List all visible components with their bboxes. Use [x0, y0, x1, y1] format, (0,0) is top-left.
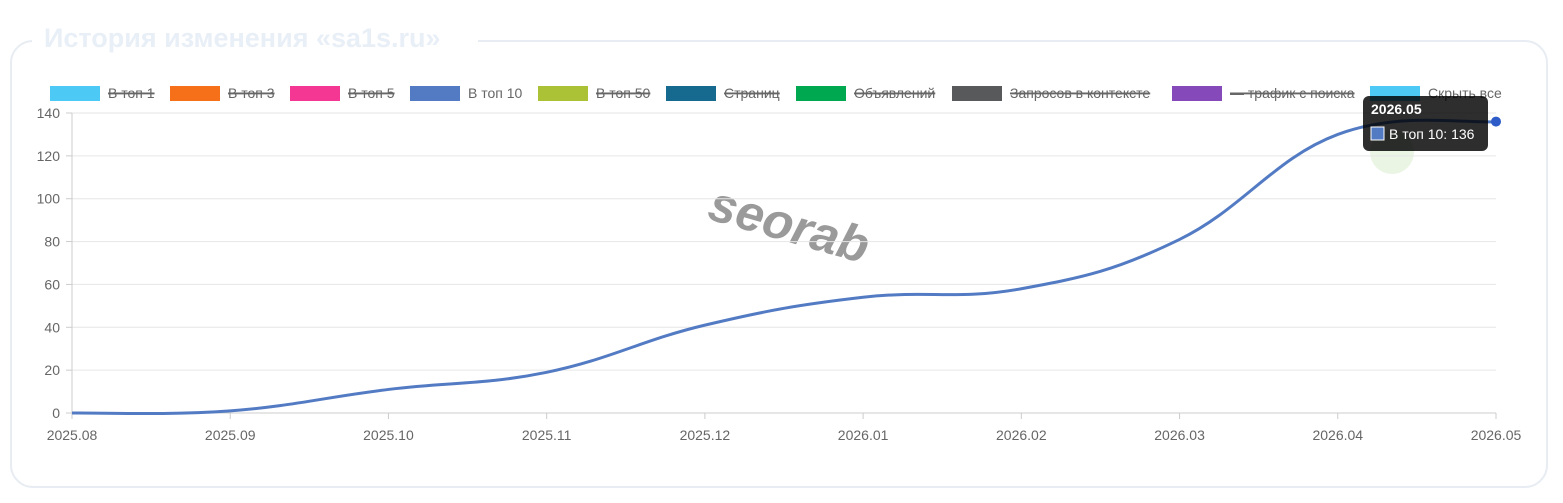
y-tick-label: 40 [44, 319, 60, 335]
x-tick-label: 2026.04 [1312, 427, 1363, 443]
legend-swatch [410, 86, 460, 101]
x-tick-label: 2025.12 [680, 427, 731, 443]
tooltip-title: 2026.05 [1371, 101, 1422, 117]
y-tick-label: 0 [52, 405, 60, 421]
y-tick-label: 120 [37, 148, 61, 164]
legend-item[interactable]: В топ 3 [170, 85, 275, 101]
legend-swatch [170, 86, 220, 101]
y-tick-label: 140 [37, 105, 61, 121]
legend-item[interactable]: В топ 10 [410, 85, 523, 101]
tooltip-label: В топ 10: 136 [1389, 126, 1475, 142]
x-tick-label: 2025.10 [363, 427, 414, 443]
x-tick-label: 2025.09 [205, 427, 256, 443]
x-tick-label: 2026.02 [996, 427, 1047, 443]
legend-item[interactable]: Страниц [666, 85, 780, 101]
card-title: История изменения «sa1s.ru» [44, 23, 441, 53]
legend-swatch [666, 86, 716, 101]
x-tick-label: 2026.03 [1154, 427, 1205, 443]
legend-item[interactable]: — трафик с поиска [1172, 85, 1355, 101]
tooltip-swatch [1370, 126, 1385, 141]
legend-swatch [1172, 86, 1222, 101]
x-tick-label: 2025.08 [47, 427, 98, 443]
title-backdrop [32, 20, 478, 60]
x-tick-label: 2025.11 [522, 427, 572, 443]
y-tick-label: 80 [44, 234, 60, 250]
card [10, 40, 1548, 488]
tooltip-box [1363, 96, 1488, 151]
legend-item[interactable]: В топ 1 [50, 85, 155, 101]
legend-swatch [952, 86, 1002, 101]
series-line [71, 118, 1497, 416]
y-tick-label: 60 [44, 276, 60, 292]
legend-swatch [50, 86, 100, 101]
legend-item[interactable]: В топ 50 [538, 85, 651, 101]
x-tick-label: 2026.05 [1471, 427, 1522, 443]
legend-swatch [538, 86, 588, 101]
tooltip: 2026.05 В топ 10: 136 [1363, 96, 1488, 151]
legend-item[interactable]: В топ 5 [290, 85, 395, 101]
legend-item[interactable]: Запросов в контексте [952, 85, 1150, 101]
y-tick-label: 100 [37, 191, 61, 207]
x-tick-label: 2026.01 [838, 427, 889, 443]
y-tick-label: 20 [44, 362, 60, 378]
legend-label: В топ 10 [468, 85, 523, 101]
legend-item[interactable]: Объявлений [796, 85, 936, 101]
hover-point [1491, 116, 1501, 127]
legend-swatch [290, 86, 340, 101]
legend-swatch [796, 86, 846, 101]
